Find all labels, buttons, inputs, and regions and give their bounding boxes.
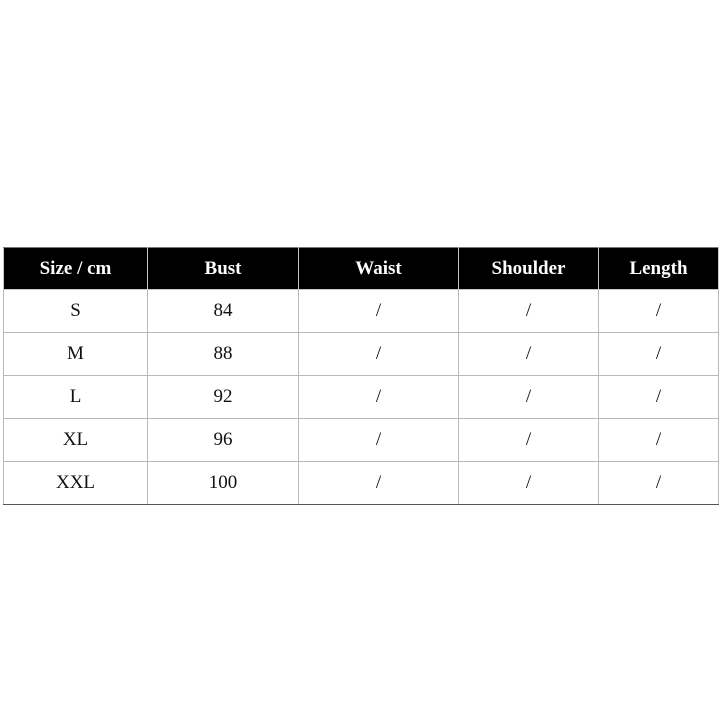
cell-shoulder: / bbox=[458, 289, 599, 333]
table-row: XXL 100// / bbox=[3, 461, 719, 505]
cell-length: / bbox=[598, 375, 719, 419]
cell-bust: 100 bbox=[147, 461, 299, 505]
cell-shoulder: / bbox=[458, 418, 599, 462]
header-size: Size / cm bbox=[3, 247, 148, 290]
table-row: XL 96// / bbox=[3, 418, 719, 462]
cell-shoulder: / bbox=[458, 332, 599, 376]
cell-shoulder: / bbox=[458, 461, 599, 505]
header-shoulder: Shoulder bbox=[458, 247, 599, 290]
cell-length: / bbox=[598, 461, 719, 505]
table-row: L 92// / bbox=[3, 375, 719, 419]
cell-length: / bbox=[598, 289, 719, 333]
cell-waist: / bbox=[298, 418, 459, 462]
cell-size: L bbox=[3, 375, 148, 419]
size-chart-table: Size / cm Bust Waist Shoulder Length S 84… bbox=[3, 247, 719, 505]
cell-waist: / bbox=[298, 332, 459, 376]
cell-size: XL bbox=[3, 418, 148, 462]
header-row: Size / cm Bust Waist Shoulder Length bbox=[3, 247, 719, 290]
cell-waist: / bbox=[298, 289, 459, 333]
header-length: Length bbox=[598, 247, 719, 290]
table-row: S 84// / bbox=[3, 289, 719, 333]
cell-bust: 84 bbox=[147, 289, 299, 333]
cell-size: M bbox=[3, 332, 148, 376]
cell-bust: 92 bbox=[147, 375, 299, 419]
cell-waist: / bbox=[298, 461, 459, 505]
cell-waist: / bbox=[298, 375, 459, 419]
cell-bust: 96 bbox=[147, 418, 299, 462]
cell-size: S bbox=[3, 289, 148, 333]
header-bust: Bust bbox=[147, 247, 299, 290]
cell-size: XXL bbox=[3, 461, 148, 505]
cell-length: / bbox=[598, 418, 719, 462]
table-row: M 88// / bbox=[3, 332, 719, 376]
cell-length: / bbox=[598, 332, 719, 376]
header-waist: Waist bbox=[298, 247, 459, 290]
cell-shoulder: / bbox=[458, 375, 599, 419]
cell-bust: 88 bbox=[147, 332, 299, 376]
